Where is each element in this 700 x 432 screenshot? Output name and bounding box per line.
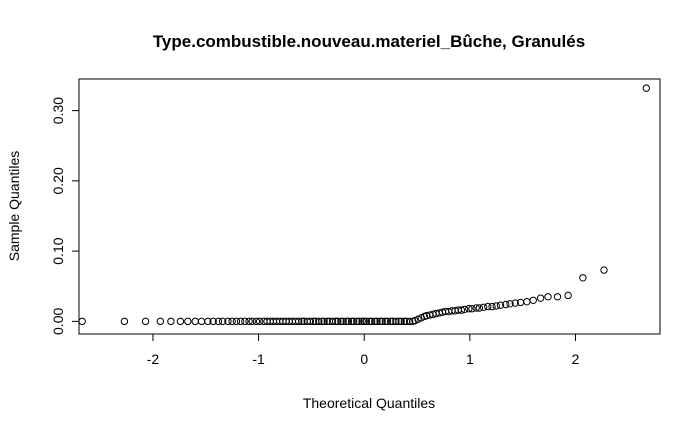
data-point (315, 317, 323, 326)
data-point (156, 317, 165, 326)
data-point (176, 317, 185, 326)
data-point (395, 317, 403, 326)
data-point (120, 317, 129, 326)
data-points (78, 84, 650, 326)
data-point (228, 317, 236, 326)
data-point (209, 317, 217, 326)
data-point (309, 317, 318, 326)
data-point (360, 317, 368, 326)
data-point (405, 317, 414, 326)
data-point (218, 317, 227, 326)
data-point (381, 317, 390, 326)
data-point (553, 293, 562, 301)
data-point (373, 317, 381, 326)
data-point (400, 317, 409, 326)
data-point (353, 317, 361, 326)
data-point (197, 317, 206, 326)
data-point (167, 317, 175, 326)
data-point (502, 300, 510, 309)
data-point (529, 296, 537, 304)
data-point (511, 299, 519, 307)
data-point (248, 317, 256, 326)
data-point (544, 293, 552, 301)
data-point (536, 294, 545, 302)
y-tick-label: 0.30 (50, 97, 66, 124)
data-point (306, 317, 315, 326)
data-point (347, 317, 356, 326)
y-tick-label: 0.00 (50, 308, 66, 335)
data-point (236, 317, 245, 326)
data-point (358, 317, 366, 326)
data-point (386, 317, 395, 326)
data-point (564, 291, 572, 300)
data-point (252, 317, 261, 326)
data-point (475, 304, 484, 312)
data-point (342, 317, 350, 326)
data-point (492, 302, 500, 310)
data-point (204, 317, 212, 326)
data-point (323, 317, 331, 326)
data-point (241, 317, 249, 326)
data-point (460, 305, 469, 314)
data-point (365, 317, 374, 326)
data-point (191, 317, 199, 326)
data-point (488, 302, 496, 311)
data-point (320, 317, 328, 326)
x-axis-label: Theoretical Quantiles (303, 395, 435, 411)
data-point (457, 306, 466, 314)
data-point (600, 266, 608, 274)
data-point (376, 317, 384, 326)
data-point (214, 317, 223, 326)
data-point (506, 300, 514, 308)
data-point (232, 317, 241, 326)
y-axis-label: Sample Quantiles (6, 151, 22, 262)
data-point (383, 317, 392, 326)
data-point (579, 274, 587, 282)
x-tick-label: -1 (252, 351, 265, 367)
data-point (331, 317, 340, 326)
plot-frame (78, 78, 661, 335)
data-point (392, 317, 400, 326)
data-point (496, 301, 505, 309)
data-point (355, 317, 363, 326)
data-point (378, 317, 386, 326)
x-tick-label: 2 (572, 351, 580, 367)
y-tick-label: 0.10 (50, 237, 66, 264)
data-point (362, 317, 371, 326)
y-axis: 0.00 0.10 0.20 0.30 (50, 97, 80, 335)
data-point (472, 304, 480, 312)
data-point (337, 317, 345, 326)
data-point (318, 317, 326, 326)
data-point (184, 317, 192, 326)
data-point (367, 317, 376, 326)
data-point (468, 305, 476, 313)
x-tick-label: 0 (360, 351, 368, 367)
data-point (465, 305, 473, 313)
data-point (523, 297, 531, 306)
data-point (245, 317, 253, 326)
data-point (642, 84, 650, 92)
data-point (328, 317, 337, 326)
data-point (295, 317, 303, 326)
chart-title: Type.combustible.nouveau.materiel_Bûche,… (153, 32, 585, 51)
data-point (339, 317, 347, 326)
x-tick-label: -2 (147, 351, 160, 367)
data-point (344, 317, 353, 326)
data-point (334, 317, 342, 326)
data-point (371, 317, 379, 326)
data-point (255, 317, 264, 326)
x-axis: -2 -1 0 1 2 (147, 333, 580, 367)
data-point (141, 317, 150, 326)
x-tick-label: 1 (466, 351, 474, 367)
data-point (224, 317, 232, 326)
data-point (349, 317, 358, 326)
data-point (484, 302, 492, 311)
data-point (479, 303, 488, 312)
y-tick-label: 0.20 (50, 167, 66, 194)
data-point (298, 317, 306, 326)
data-point (78, 317, 86, 326)
data-point (397, 317, 405, 326)
